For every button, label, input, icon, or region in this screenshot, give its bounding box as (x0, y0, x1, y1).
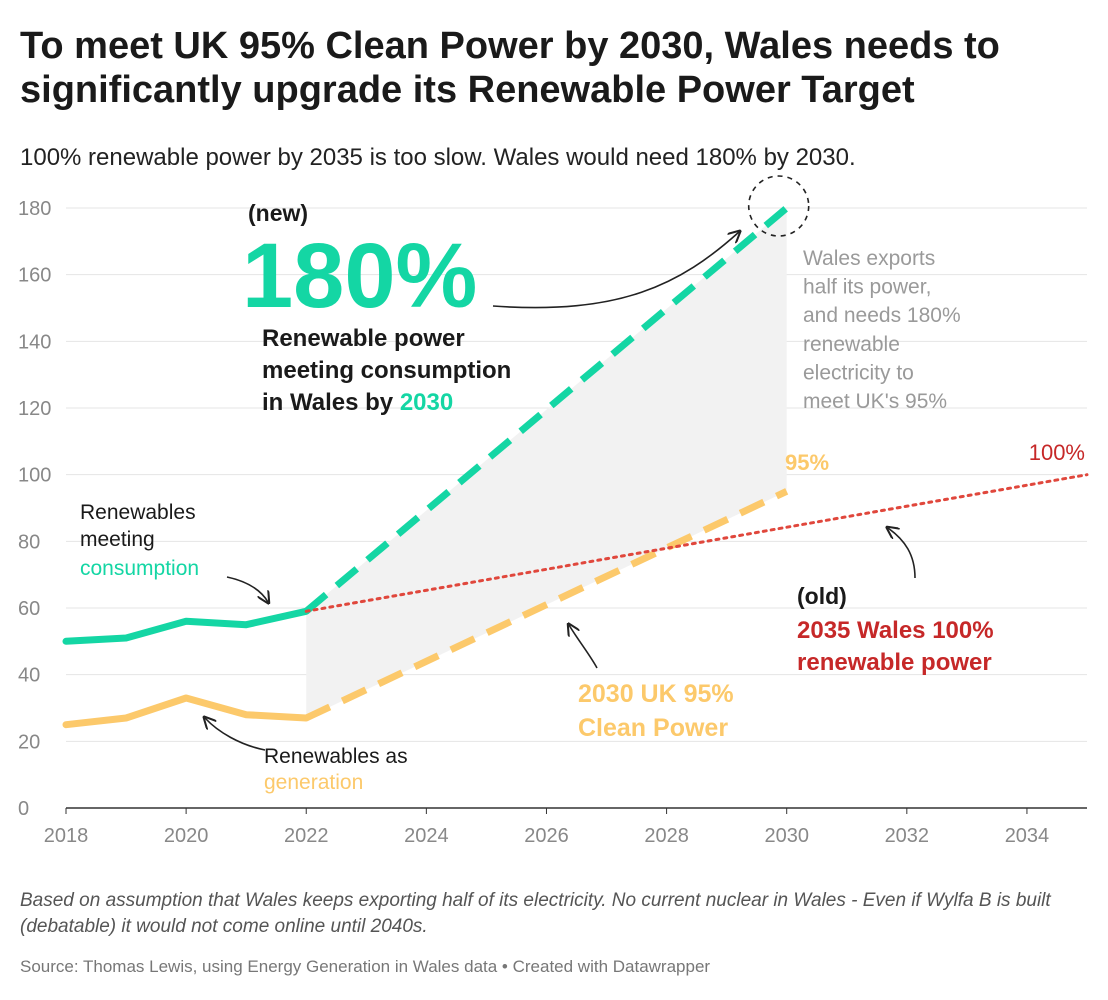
y-tick-label: 80 (18, 531, 40, 553)
x-tick-label: 2022 (284, 825, 329, 847)
new-target-value: 180% (242, 225, 477, 327)
x-tick-label: 2028 (644, 825, 689, 847)
new-target-year: 2030 (400, 389, 453, 416)
wales-100-value: 100% (1029, 440, 1085, 465)
series-line (304, 488, 789, 722)
series-line (62, 694, 310, 729)
series-line (304, 473, 1089, 613)
wales-100-label: 2035 Wales 100% (797, 617, 994, 644)
y-tick-label: 40 (18, 665, 40, 687)
source-credit: Source: Thomas Lewis, using Energy Gener… (20, 957, 711, 976)
exports-note-line: Wales exports (803, 247, 935, 270)
arrow-to-wales-100-line (888, 528, 916, 579)
uk-95-label: Clean Power (578, 714, 728, 742)
x-tick-label: 2030 (764, 825, 809, 847)
exports-note-line: and needs 180% (803, 304, 961, 327)
footnote: Based on assumption that Wales keeps exp… (20, 890, 1051, 937)
consumption-label-keyword: consumption (80, 557, 199, 580)
arrow-to-uk-95-line (569, 625, 598, 669)
exports-note-line: meet UK's 95% (803, 390, 947, 413)
series-lines (62, 205, 1089, 729)
annotation-arrows (205, 232, 916, 751)
new-target-desc: Renewable power (262, 325, 465, 352)
arrow-to-generation-line (205, 718, 266, 751)
x-tick-label: 2026 (524, 825, 569, 847)
consumption-label: Renewables (80, 501, 196, 524)
x-tick-label: 2024 (404, 825, 449, 847)
old-target-tag: (old) (797, 583, 847, 609)
new-target-desc: meeting consumption (262, 357, 511, 384)
y-tick-label: 0 (18, 798, 29, 820)
y-tick-label: 160 (18, 265, 51, 287)
exports-note-line: half its power, (803, 276, 931, 299)
arrow-to-consumption-line (226, 576, 268, 602)
exports-note-line: renewable (803, 333, 900, 356)
new-target-tag: (new) (248, 200, 308, 226)
wales-100-label: renewable power (797, 649, 992, 676)
chart-title: To meet UK 95% Clean Power by 2030, Wale… (20, 25, 1000, 111)
arrow-to-180-target (492, 232, 739, 309)
axes: 0 20 40 60 80 100 120 140 160 180 2018 2020 2022 2024… (18, 198, 1087, 847)
uk-95-value: 95% (785, 450, 829, 475)
x-tick-label: 2020 (164, 825, 209, 847)
generation-label-keyword: generation (264, 771, 363, 794)
x-tick-label: 2018 (44, 825, 89, 847)
generation-label: Renewables as (264, 745, 408, 768)
new-target-desc: in Wales by 2030 (262, 389, 453, 416)
annotations: (new)180%Renewable power meeting consumpt… (80, 175, 1085, 794)
y-tick-label: 140 (18, 331, 51, 353)
exports-note-line: electricity to (803, 361, 914, 384)
x-tick-label: 2032 (885, 825, 930, 847)
series-line (303, 205, 789, 614)
y-tick-label: 120 (18, 398, 51, 420)
y-tick-label: 180 (18, 198, 51, 220)
uk-95-label: 2030 UK 95% (578, 680, 734, 708)
series-line (62, 607, 310, 645)
target-highlight-circle (747, 175, 810, 237)
y-tick-label: 60 (18, 598, 40, 620)
x-tick-label: 2034 (1005, 825, 1050, 847)
consumption-label: meeting (80, 528, 155, 551)
y-tick-label: 20 (18, 731, 40, 753)
chart-subtitle: 100% renewable power by 2035 is too slow… (20, 144, 856, 171)
y-tick-label: 100 (18, 465, 51, 487)
